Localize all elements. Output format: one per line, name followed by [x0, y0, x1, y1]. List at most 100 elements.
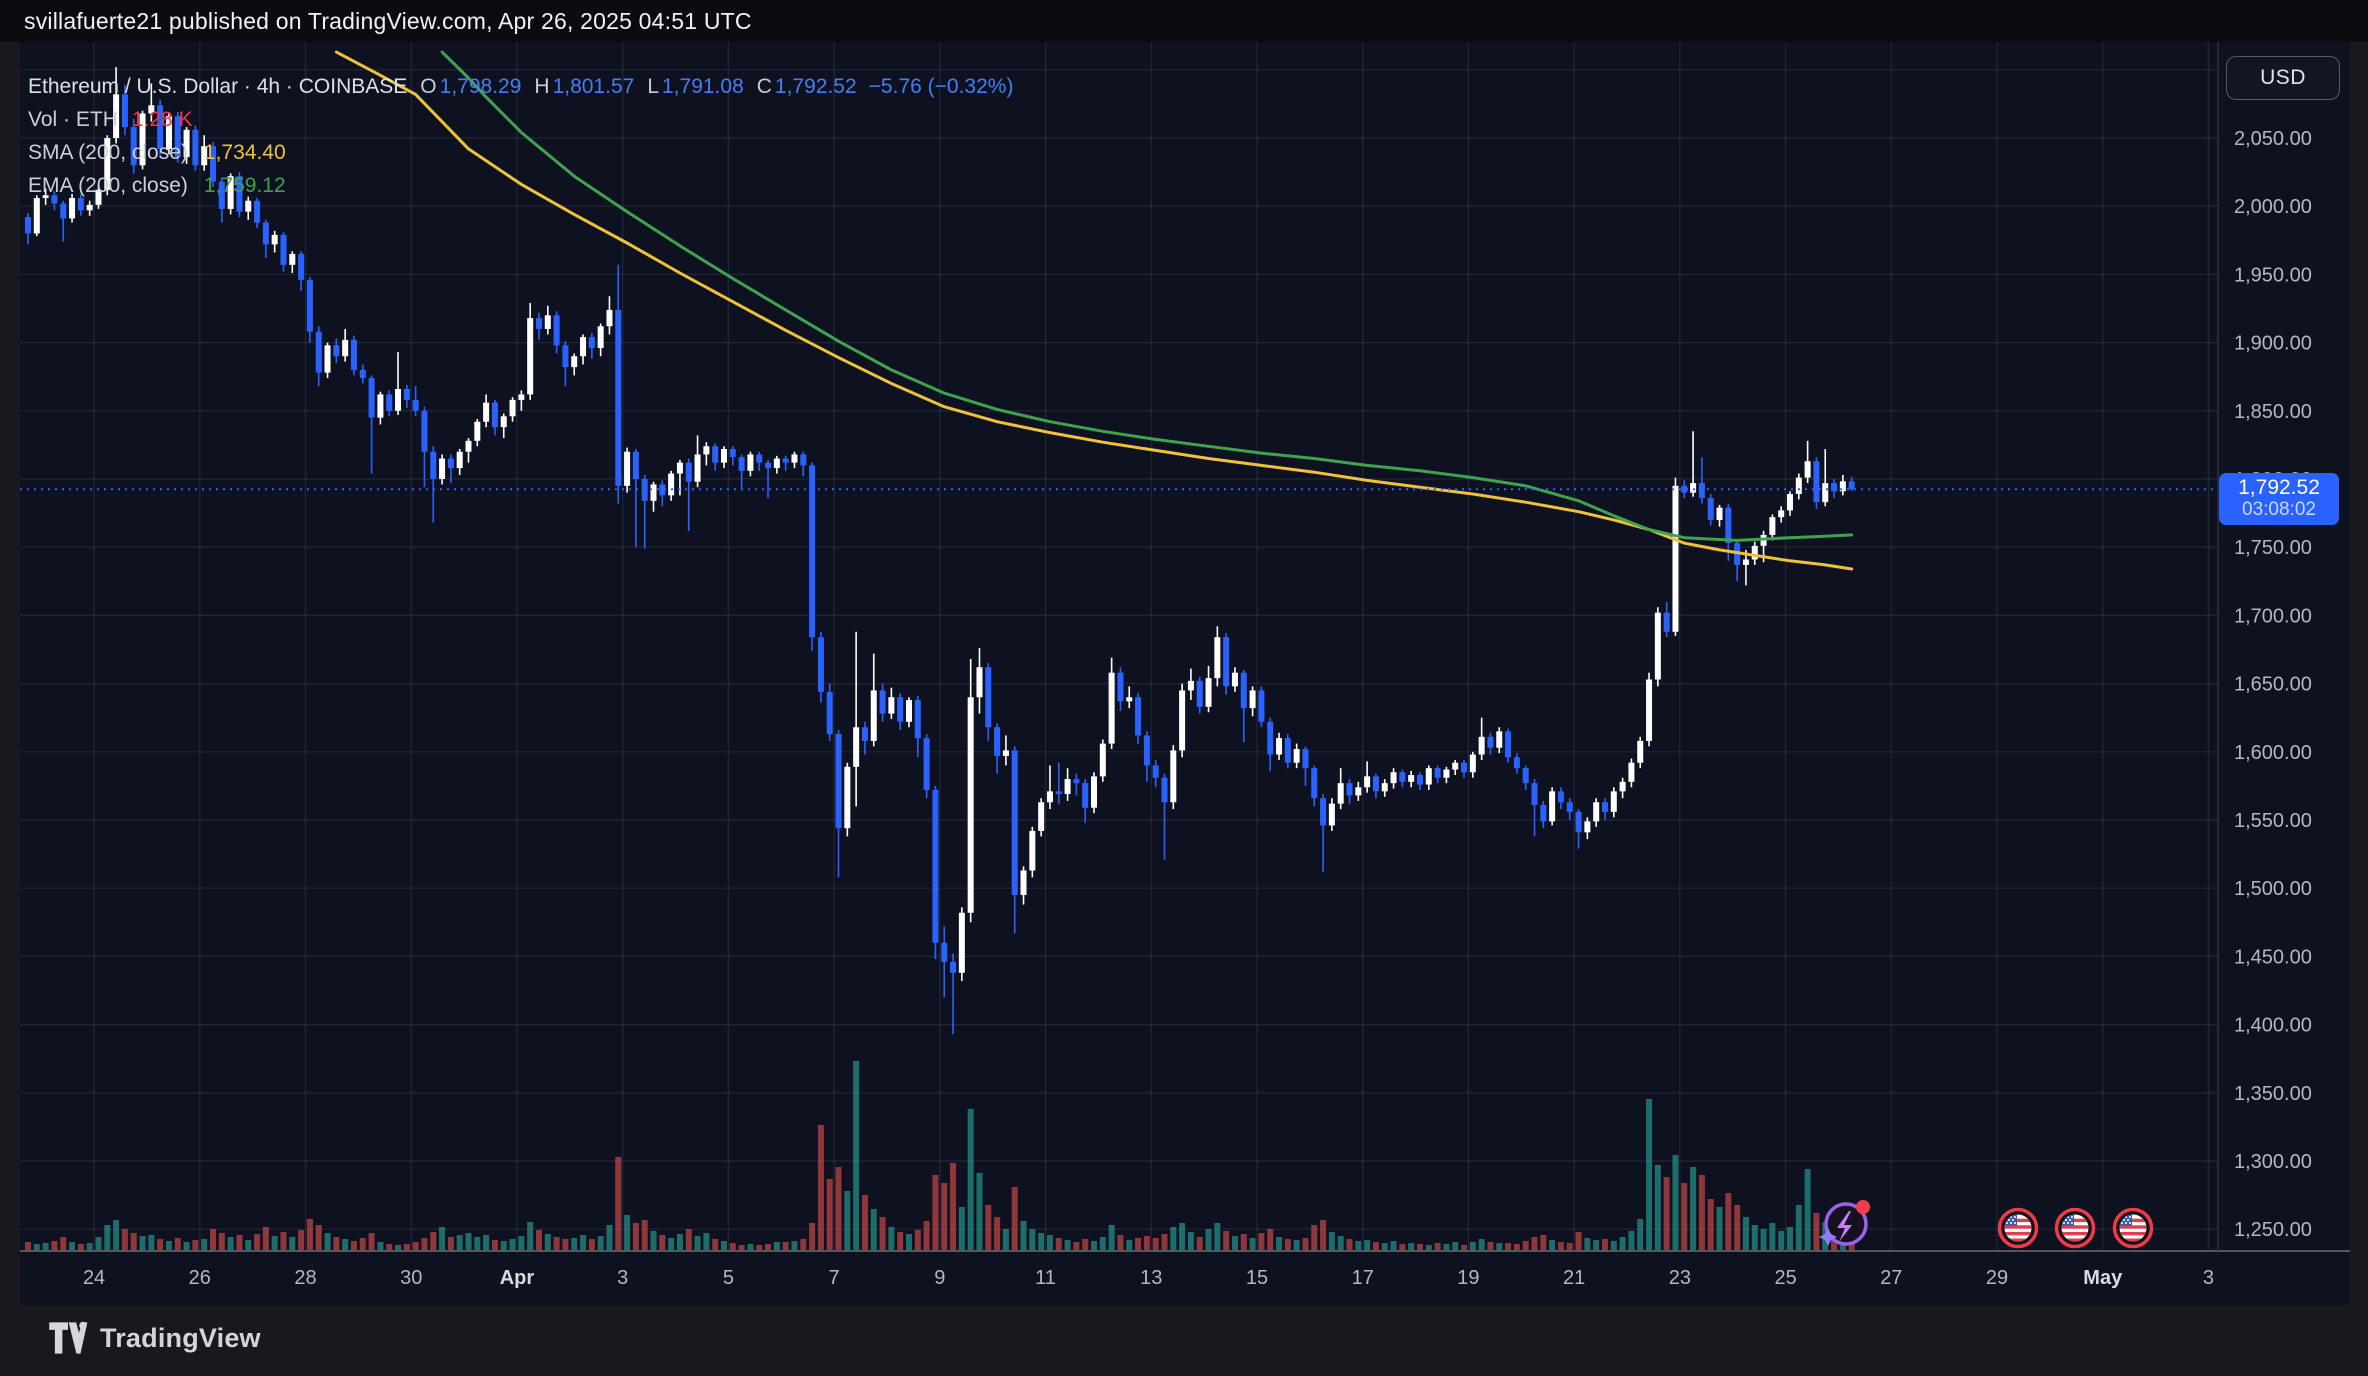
volume-bar — [157, 1239, 164, 1251]
volume-bar — [535, 1230, 542, 1251]
candle-down — [157, 105, 164, 149]
time-axis-label: 15 — [1246, 1267, 1268, 1289]
candle-up — [720, 448, 727, 463]
tradingview-attribution[interactable]: TradingView — [48, 1318, 261, 1358]
volume-bar — [262, 1227, 269, 1251]
flash-event-icon[interactable] — [1816, 1196, 1872, 1252]
candle-up — [1593, 802, 1600, 822]
volume-bar — [227, 1237, 234, 1251]
currency-toggle-usd[interactable]: USD — [2226, 56, 2340, 100]
volume-bar — [333, 1237, 340, 1251]
time-axis-label: 30 — [400, 1267, 422, 1289]
volume-bar — [1566, 1243, 1573, 1251]
volume-bar — [165, 1241, 172, 1251]
candle-up — [791, 454, 798, 463]
candle-down — [535, 318, 542, 329]
price-axis-label: 1,450.00 — [2234, 946, 2312, 968]
candle-down — [1082, 783, 1089, 808]
candle-up — [650, 484, 657, 501]
volume-bar — [650, 1231, 657, 1251]
candle-down — [386, 394, 393, 411]
volume-bar — [615, 1157, 622, 1251]
candle-up — [773, 458, 780, 469]
candle-down — [174, 116, 181, 158]
volume-bar — [1055, 1238, 1062, 1251]
chart-canvas[interactable]: 24 26 28 30 Apr 3 5 7 9 11 13 15 17 19 21 23 25 27 29 May 3 2… — [20, 42, 2350, 1305]
candle-up — [1654, 612, 1661, 680]
candle-down — [1707, 498, 1714, 520]
volume-bar — [958, 1207, 965, 1251]
volume-bar — [1170, 1227, 1177, 1251]
volume-row[interactable]: Vol · ETH 1.28 K — [28, 103, 1013, 136]
us-flag-event-icon-2[interactable] — [2054, 1207, 2096, 1249]
volume-bar — [985, 1205, 992, 1251]
volume-bar — [483, 1235, 490, 1251]
volume-bar — [77, 1244, 84, 1251]
candle-down — [1258, 690, 1265, 722]
volume-bar — [139, 1236, 146, 1251]
volume-bar — [403, 1244, 410, 1251]
candle-down — [192, 129, 199, 166]
volume-bar — [439, 1227, 446, 1251]
volume-bar — [1716, 1207, 1723, 1251]
candle-down — [1372, 776, 1379, 792]
sma-line — [334, 50, 1854, 571]
volume-bar — [1557, 1242, 1564, 1251]
low-value: 1,791.08 — [662, 74, 744, 98]
price-axis-label: 1,600.00 — [2234, 742, 2312, 764]
candle-up — [1276, 738, 1283, 755]
candle-up — [456, 451, 463, 469]
candle-up — [844, 766, 851, 829]
open-label: O — [420, 74, 437, 98]
candle-down — [588, 337, 595, 349]
time-axis-label: 17 — [1352, 1267, 1374, 1289]
volume-bar — [1575, 1232, 1582, 1251]
volume-bar — [395, 1245, 402, 1251]
candle-up — [95, 189, 102, 205]
time-axis-label: 29 — [1986, 1267, 2008, 1289]
symbol-row[interactable]: Ethereum / U.S. Dollar · 4h · COINBASE O… — [28, 70, 1013, 103]
volume-bar — [1663, 1177, 1670, 1251]
volume-bar — [1108, 1225, 1115, 1251]
volume-bar — [747, 1244, 754, 1251]
volume-bar — [826, 1179, 833, 1251]
volume-bar — [712, 1239, 719, 1251]
candle-down — [1311, 768, 1318, 799]
volume-bar — [1469, 1242, 1476, 1251]
candle-down — [817, 637, 824, 692]
candle-up — [245, 200, 252, 212]
volume-bar — [1593, 1240, 1600, 1251]
us-flag-event-icon-3[interactable] — [2112, 1207, 2154, 1249]
candle-down — [826, 691, 833, 735]
volume-bar — [245, 1240, 252, 1251]
volume-bar — [562, 1239, 569, 1251]
volume-bar — [33, 1244, 40, 1251]
candle-up — [465, 440, 472, 452]
candle-down — [1302, 749, 1309, 769]
candle-down — [25, 217, 31, 234]
volume-bar — [1672, 1155, 1679, 1251]
candle-up — [271, 234, 278, 245]
volume-bar — [888, 1227, 895, 1251]
volume-bar — [368, 1233, 375, 1251]
volume-bar — [897, 1232, 904, 1251]
volume-bar — [148, 1235, 155, 1251]
volume-bar — [906, 1234, 912, 1251]
candle-up — [1126, 697, 1133, 702]
candle-up — [1751, 545, 1758, 560]
candle-up — [289, 253, 296, 265]
candle-up — [1029, 830, 1036, 871]
candle-down — [800, 454, 807, 466]
candle-down — [756, 454, 763, 463]
us-flag-event-icon-1[interactable] — [1997, 1207, 2039, 1249]
candle-up — [888, 697, 895, 714]
candle-up — [580, 337, 587, 357]
volume-bar — [1549, 1240, 1556, 1251]
volume-bar — [1258, 1233, 1265, 1251]
candle-down — [1223, 637, 1230, 687]
ema-row[interactable]: EMA (200, close) 1,759.12 — [28, 169, 1013, 202]
candle-up — [853, 727, 860, 767]
price-axis-label: 1,250.00 — [2234, 1219, 2312, 1241]
volume-bar — [1328, 1232, 1335, 1251]
sma-row[interactable]: SMA (200, close) 1,734.40 — [28, 136, 1013, 169]
